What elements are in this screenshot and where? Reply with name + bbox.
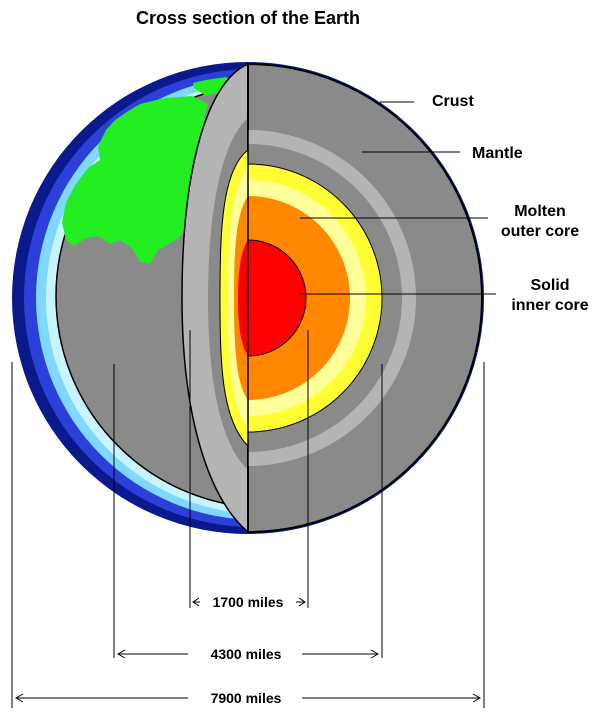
middle-dim-arrowhead-right [370, 649, 380, 659]
north-america-landmass [62, 96, 214, 264]
dimension-extension-lines [11, 330, 485, 708]
core-cut-face [219, 148, 249, 448]
earth-diameter-label: 7900 miles [211, 690, 282, 706]
inner-core-label-line2: inner core [511, 297, 588, 314]
outer-core-label-line1: Molten [514, 203, 566, 220]
cross-section-right-half [247, 62, 483, 534]
inner-core-layer [247, 239, 307, 357]
dimension-arrows [14, 597, 482, 703]
inner-core-diameter-label: 1700 miles [213, 594, 284, 610]
core-diameter-label: 4300 miles [211, 646, 282, 662]
inner-dim-arrowhead-left [192, 597, 200, 607]
outer-dim-arrowhead-left [14, 693, 24, 703]
inner-dim-arrowhead-right [298, 597, 306, 607]
inner-core-cut [238, 240, 248, 356]
inner-core-label-line1: Solid [530, 277, 569, 294]
greenland-landmass [190, 76, 228, 96]
leader-lines [300, 101, 496, 295]
middle-dim-arrowhead-left [116, 649, 126, 659]
outer-core-label-line2: outer core [501, 223, 579, 240]
landmass-group [62, 76, 228, 264]
mantle-label: Mantle [472, 145, 523, 162]
crust-label: Crust [432, 93, 474, 110]
outer-dim-arrowhead-right [472, 693, 482, 703]
diagram-title: Cross section of the Earth [136, 8, 360, 28]
